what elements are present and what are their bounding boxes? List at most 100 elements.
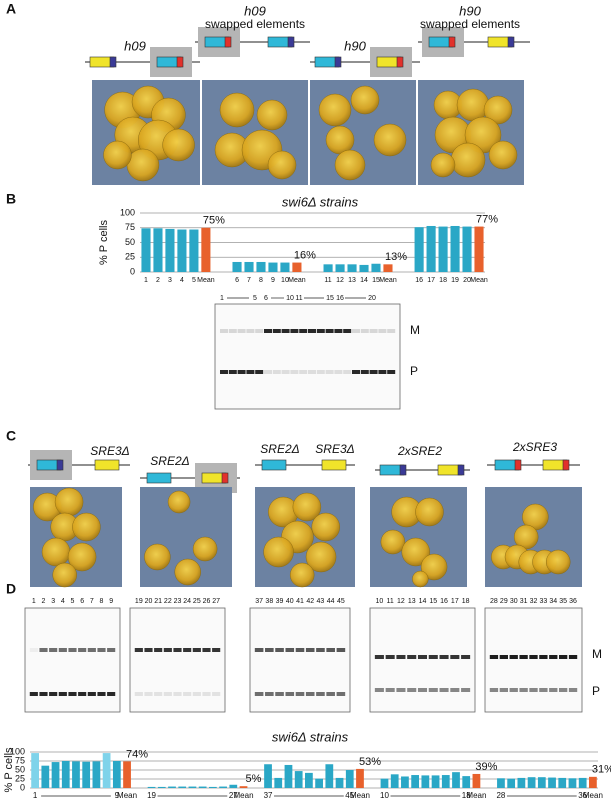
gel-band <box>450 655 460 659</box>
gel-band <box>144 648 153 652</box>
bar <box>177 229 187 272</box>
colony <box>256 99 288 131</box>
genotype-note: swapped elements <box>420 17 520 31</box>
gel-band <box>220 329 228 333</box>
bar <box>578 777 587 788</box>
bar <box>371 263 381 272</box>
bar <box>201 227 211 272</box>
bar <box>431 775 440 788</box>
lane-label: 16 <box>336 295 344 302</box>
gel-band <box>360 329 369 333</box>
x-tick-label: 6 <box>235 277 239 284</box>
gel-band <box>559 688 568 692</box>
bar <box>178 786 187 788</box>
gel-band <box>87 692 96 696</box>
lane-label: 21 <box>154 598 162 605</box>
x-tick-label: Mean <box>470 277 488 284</box>
genotype-label: h09 <box>244 3 266 18</box>
genotype-label: h09 <box>124 38 146 53</box>
gel-band <box>39 692 48 696</box>
genotype-label: SRE2Δ <box>260 442 299 456</box>
colony <box>103 140 132 170</box>
genotype-label: SRE3Δ <box>315 442 354 456</box>
bar <box>335 777 344 788</box>
bar <box>41 765 50 788</box>
cassette-end <box>109 56 117 68</box>
bar <box>72 761 80 788</box>
gel-band <box>290 329 299 333</box>
colony <box>126 148 160 182</box>
lane-label: 32 <box>530 598 538 605</box>
cassette <box>94 459 120 471</box>
gel-band <box>519 655 528 659</box>
gel-band <box>254 648 264 652</box>
gel-band <box>316 648 325 652</box>
bar <box>232 261 242 272</box>
gel-band <box>49 692 58 696</box>
lane-label: 29 <box>500 598 508 605</box>
x-tick-label: 12 <box>336 277 344 284</box>
gel-band <box>212 692 221 696</box>
lane-label: 28 <box>490 598 498 605</box>
colony <box>420 553 448 581</box>
lane-label: 19 <box>135 598 143 605</box>
bar <box>264 764 272 788</box>
bar <box>244 261 254 272</box>
y-axis-label: % P cells <box>3 747 15 793</box>
y-tick-label: 50 <box>125 237 135 247</box>
genotype-label: h90 <box>344 38 366 53</box>
bar <box>345 770 354 788</box>
lane-label: 40 <box>286 598 294 605</box>
gel-band <box>336 692 346 696</box>
gel-band <box>334 329 343 333</box>
bar <box>474 226 484 272</box>
colony <box>415 497 444 527</box>
bar <box>280 262 290 272</box>
gel-band <box>385 688 395 692</box>
x-tick-label: 1 <box>144 277 148 284</box>
bar <box>102 753 111 788</box>
colony <box>162 128 195 162</box>
bar <box>31 753 39 788</box>
lane-label: 10 <box>375 598 383 605</box>
gel-band <box>374 688 384 692</box>
colony <box>311 512 341 542</box>
gel-band <box>265 692 274 696</box>
bar <box>165 228 175 272</box>
y-tick-label: 0 <box>130 266 135 276</box>
y-tick-label: 100 <box>120 207 135 217</box>
gel-band <box>417 655 428 659</box>
lane-label: 9 <box>109 598 113 605</box>
gel <box>129 607 226 713</box>
colony <box>401 537 431 567</box>
gel-band <box>212 648 221 652</box>
cassette-end <box>396 56 404 68</box>
y-tick-label: 75 <box>15 755 25 765</box>
gel-band <box>326 692 335 696</box>
bar <box>239 786 248 788</box>
gel-band <box>352 329 360 333</box>
lane-label: 44 <box>327 598 335 605</box>
gel-band <box>439 655 449 659</box>
gel-band <box>378 329 387 333</box>
lane-label: 26 <box>203 598 211 605</box>
gel-band <box>49 648 58 652</box>
bar <box>229 784 238 788</box>
colony <box>267 150 297 180</box>
bar <box>411 775 420 788</box>
gel-band <box>255 370 264 374</box>
gel-band <box>308 329 316 333</box>
gel-band <box>295 692 305 696</box>
lane-label: 20 <box>368 295 376 302</box>
value-label: 75% <box>203 215 225 227</box>
gel-band <box>417 688 428 692</box>
gel-band <box>374 655 384 659</box>
x-tick-label: 36 <box>578 791 587 800</box>
colony <box>450 142 486 178</box>
lane-label: 6 <box>264 295 268 302</box>
gel-band <box>343 329 352 333</box>
colony <box>488 140 518 170</box>
gel-band <box>519 688 528 692</box>
chart-title: swi6Δ strains <box>282 194 359 209</box>
